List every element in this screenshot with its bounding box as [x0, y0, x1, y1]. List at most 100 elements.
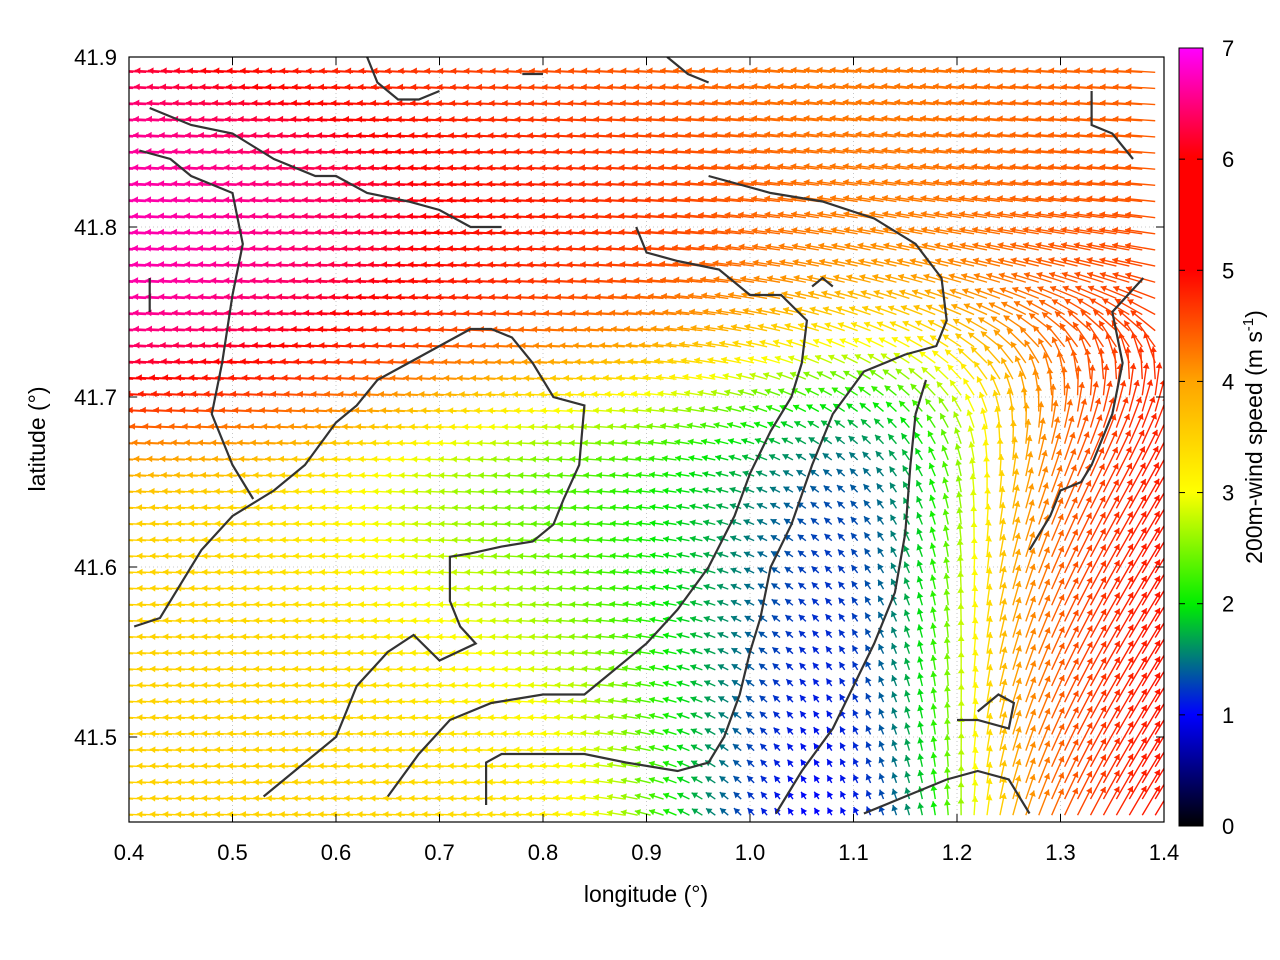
wind-vector-head: [593, 761, 600, 769]
wind-vector-head: [761, 808, 768, 815]
wind-vector-head: [731, 648, 738, 654]
wind-vector-head: [1028, 499, 1035, 506]
wind-vector-head: [1138, 430, 1145, 437]
wind-vector-head: [635, 664, 642, 672]
wind-vector-head: [812, 630, 819, 637]
wind-vector-head: [986, 680, 994, 687]
wind-vector-head: [457, 374, 463, 382]
wind-vector-head: [916, 592, 924, 599]
wind-vector-head: [826, 662, 833, 669]
wind-vector-head: [123, 374, 129, 381]
wind-vector-head: [299, 406, 306, 414]
wind-vector-head: [797, 322, 805, 330]
wind-vector-head: [1098, 447, 1105, 454]
wind-vector-head: [206, 406, 212, 414]
wind-vector-head: [864, 516, 871, 523]
wind-vector-head: [266, 568, 273, 576]
wind-vector-head: [315, 423, 321, 431]
wind-vector-head: [684, 389, 691, 397]
wind-vector-head: [715, 454, 722, 462]
wind-vector-head: [889, 482, 896, 490]
wind-vector-head: [280, 552, 286, 560]
wind-vector-head: [960, 363, 967, 370]
wind-vector-head: [780, 421, 788, 428]
wind-vector-head: [702, 503, 710, 510]
wind-vector-head: [956, 507, 964, 514]
wind-vector-head: [344, 633, 351, 641]
wind-vector-head: [1097, 431, 1104, 438]
wind-vector-head: [1026, 451, 1034, 458]
wind-vector-head: [162, 794, 169, 802]
wind-vector-head: [698, 405, 706, 413]
wind-vector-head: [240, 568, 247, 576]
wind-vector-head: [345, 568, 352, 576]
wind-vector-head: [1153, 494, 1160, 502]
wind-vector-head: [227, 762, 234, 770]
wind-vector-head: [932, 350, 939, 357]
wind-vector-head: [827, 759, 833, 766]
wind-vector-head: [635, 616, 642, 624]
wind-vector-head: [581, 423, 587, 431]
wind-vector-head: [521, 358, 528, 366]
wind-vector-shaft: [1154, 654, 1164, 671]
wind-vector-head: [359, 504, 366, 512]
wind-vector-head: [569, 455, 576, 463]
wind-vector-head: [512, 391, 519, 398]
wind-vector-head: [1072, 593, 1079, 601]
wind-vector-head: [358, 455, 364, 463]
wind-vector-head: [635, 648, 642, 656]
wind-vector-head: [240, 714, 247, 721]
wind-vector-head: [502, 633, 509, 641]
wind-vector-head: [356, 810, 363, 818]
wind-vector-head: [149, 601, 156, 608]
wind-vector-head: [917, 770, 924, 777]
wind-vector-head: [814, 791, 821, 799]
wind-vector-head: [513, 794, 519, 802]
wind-vector-head: [917, 802, 925, 809]
wind-vector-head: [424, 601, 430, 608]
wind-vector-head: [746, 727, 753, 735]
wind-vector-head: [891, 675, 898, 682]
wind-vector-head: [986, 648, 994, 655]
wind-vector-head: [201, 552, 208, 560]
wind-vector-head: [703, 599, 710, 607]
wind-vector-head: [557, 472, 563, 479]
wind-vector-head: [1111, 430, 1118, 438]
wind-vector-head: [436, 633, 443, 641]
wind-vector-head: [580, 745, 587, 753]
wind-vector-head: [142, 423, 149, 430]
wind-vector-head: [1127, 624, 1134, 632]
wind-vector-head: [552, 794, 559, 802]
wind-vector-head: [201, 665, 208, 673]
wind-vector-head: [1140, 511, 1147, 518]
wind-vector-head: [644, 390, 651, 398]
wind-vector-head: [1166, 446, 1172, 452]
wind-vector-head: [253, 601, 260, 608]
wind-vector-head: [1044, 659, 1051, 667]
wind-vector-head: [783, 470, 790, 477]
wind-vector-shaft: [1141, 559, 1161, 590]
wind-vector-head: [916, 528, 923, 535]
wind-vector-head: [449, 681, 455, 689]
wind-vector-head: [411, 552, 418, 560]
wind-vector-head: [318, 697, 325, 705]
wind-vector-head: [593, 745, 600, 753]
wind-vector-head: [225, 341, 232, 349]
wind-vector-head: [227, 681, 234, 689]
wind-vector-head: [764, 388, 772, 395]
wind-vector-head: [502, 649, 509, 657]
wind-vector-head: [1058, 658, 1065, 666]
wind-vector-head: [788, 355, 795, 362]
wind-vector-head: [689, 551, 697, 559]
wind-vector-head: [1029, 741, 1037, 749]
wind-vector-head: [676, 728, 684, 735]
wind-vector-head: [1127, 753, 1134, 761]
wind-vector-head: [198, 325, 205, 333]
wind-vector-head: [1100, 576, 1107, 584]
wind-vector-head: [583, 552, 590, 560]
wind-vector-head: [461, 778, 467, 786]
wind-vector-head: [607, 777, 614, 785]
wind-vector-head: [733, 760, 740, 767]
wind-vector-head: [785, 647, 793, 654]
